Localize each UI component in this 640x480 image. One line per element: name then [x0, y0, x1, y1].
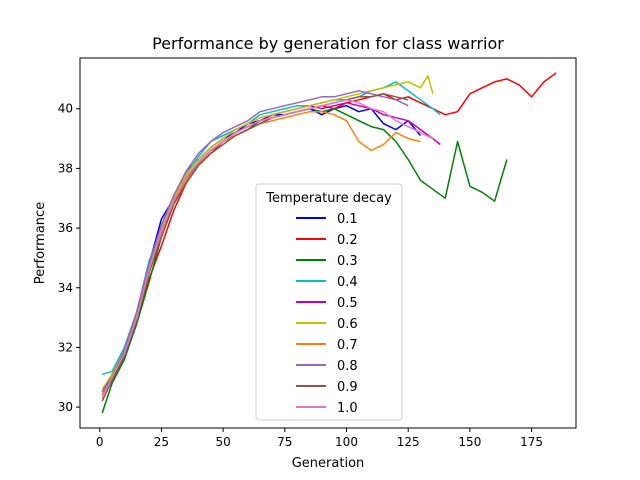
legend-label: 1.0 [337, 401, 358, 416]
x-tick-label: 50 [215, 435, 230, 449]
y-tick-label: 30 [58, 400, 73, 414]
x-tick-label: 125 [397, 435, 420, 449]
x-tick-label: 150 [458, 435, 481, 449]
x-tick-label: 175 [520, 435, 543, 449]
legend-label: 0.9 [337, 380, 358, 395]
y-tick-label: 40 [58, 102, 73, 116]
y-axis-label: Performance [33, 202, 48, 284]
x-tick-label: 25 [154, 435, 169, 449]
y-tick-label: 36 [58, 221, 73, 235]
y-tick-label: 34 [58, 281, 73, 295]
y-tick-label: 38 [58, 161, 73, 175]
legend-title: Temperature decay [265, 191, 392, 206]
y-axis-ticks: 30 32 34 36 38 40 [58, 102, 80, 414]
legend-label: 0.8 [337, 359, 358, 374]
x-axis-ticks: 0 25 50 75 100 125 150 175 [96, 428, 543, 449]
legend-label: 0.2 [337, 233, 358, 248]
x-axis-label: Generation [292, 456, 365, 471]
plot-area [79, 57, 577, 429]
x-tick-label: 100 [335, 435, 358, 449]
legend-label: 0.5 [337, 296, 358, 311]
series-line-1-0 [101, 99, 434, 399]
legend-box [255, 183, 403, 421]
axes-frame [79, 57, 577, 429]
legend-label: 0.1 [337, 212, 358, 227]
x-tick-label: 75 [277, 435, 292, 449]
legend-label: 0.3 [337, 254, 358, 269]
series-line-0-9 [101, 93, 409, 402]
x-tick-label: 0 [96, 435, 104, 449]
series-line-0-6 [101, 75, 434, 390]
chart-title: Performance by generation for class warr… [152, 34, 504, 53]
y-tick-label: 32 [58, 340, 73, 354]
series-layer [101, 72, 557, 414]
legend: Temperature decay 0.10.20.30.40.50.60.70… [255, 183, 403, 421]
series-line-0-8 [101, 90, 409, 393]
legend-label: 0.4 [337, 275, 358, 290]
legend-label: 0.6 [337, 317, 358, 332]
legend-label: 0.7 [337, 338, 358, 353]
legend-items: 0.1 0.2 0.3 0.4 0.5 0.6 0.7 0.8 0.9 1.0 [296, 212, 358, 416]
